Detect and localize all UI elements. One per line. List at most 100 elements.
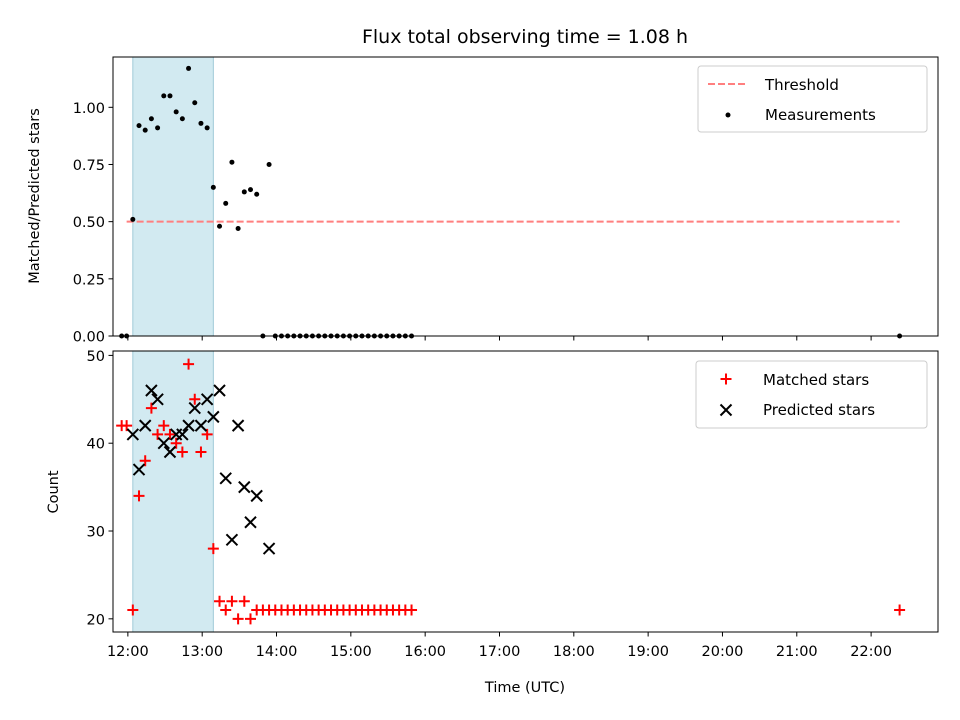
x-tick-label: 21:00 xyxy=(776,644,818,660)
x-tick-label: 22:00 xyxy=(850,644,892,660)
predicted-star-point xyxy=(231,419,245,432)
measurement-point xyxy=(136,123,142,129)
x-tick-label: 12:00 xyxy=(107,644,149,660)
x-tick-label: 18:00 xyxy=(553,644,595,660)
matched-star-point xyxy=(189,393,201,405)
measurement-point xyxy=(241,189,247,195)
threshold-legend-label: Threshold xyxy=(764,76,839,94)
matched-star-point xyxy=(232,613,244,625)
predicted-star-point xyxy=(194,419,208,432)
y-tick-label: 0.50 xyxy=(73,215,105,231)
matched-star-point xyxy=(183,358,195,370)
x-tick-label: 14:00 xyxy=(256,644,298,660)
matched-star-point xyxy=(145,402,157,414)
matched-star-point xyxy=(133,490,145,502)
measurement-point xyxy=(161,93,167,99)
y-tick-label: 40 xyxy=(87,437,105,453)
predicted-star-point xyxy=(262,542,276,555)
count-ticks: 20 30 40 50 12:00 13:00 14:00 15:00 16:00 17:00 18… xyxy=(87,349,892,660)
y-axis-label: Count xyxy=(46,470,62,513)
measurement-point xyxy=(130,216,136,222)
y-tick-label: 20 xyxy=(87,612,105,628)
measurement-point xyxy=(204,125,210,131)
predicted-star-point xyxy=(219,472,232,485)
measurement-point xyxy=(173,109,179,115)
measurement-point xyxy=(142,127,148,133)
matched-star-point xyxy=(207,543,219,555)
matched-star-point xyxy=(245,613,256,625)
chart-title: Flux total observing time = 1.08 h xyxy=(362,26,688,48)
matched-star-point xyxy=(158,420,170,432)
x-tick-label: 20:00 xyxy=(702,644,744,660)
predicted-star-point xyxy=(213,384,226,397)
measurement-point xyxy=(167,93,173,99)
shaded-span-fill xyxy=(132,57,214,336)
measurement-point xyxy=(179,116,185,122)
matched-star-point xyxy=(214,595,226,607)
legend-frame xyxy=(695,360,928,429)
matched-legend-swatch xyxy=(720,373,732,385)
measurement-point xyxy=(198,120,204,126)
count-legend: Matched stars Predicted stars xyxy=(695,360,928,429)
matched-star-point xyxy=(176,446,188,458)
matched-star-point xyxy=(152,428,164,440)
matched-star-point xyxy=(226,595,238,607)
observing-span-shade xyxy=(132,351,214,632)
measurement-point xyxy=(186,65,192,71)
predicted-star-point xyxy=(250,489,263,503)
shaded-span-fill xyxy=(132,351,214,632)
measurement-point xyxy=(266,161,272,167)
matched-star-point xyxy=(894,604,906,616)
predicted-star-point xyxy=(145,384,158,397)
predicted-star-point xyxy=(176,428,189,441)
ratio-panel: Flux total observing time = 1.08 h Match… xyxy=(27,26,939,346)
matched-star-point xyxy=(195,446,207,458)
measurement-point xyxy=(148,116,154,122)
measurement-point xyxy=(229,159,235,165)
observing-span-shade xyxy=(132,57,214,336)
predicted-star-point xyxy=(207,410,220,424)
matched-star-point xyxy=(406,604,418,616)
matched-legend-label: Matched stars xyxy=(763,371,869,389)
measurement-point xyxy=(254,191,260,197)
predicted-star-point xyxy=(157,436,170,450)
predicted-star-point xyxy=(225,533,239,547)
measurement-point xyxy=(210,184,216,190)
y-tick-label: 0.25 xyxy=(73,272,105,288)
count-marks xyxy=(116,358,906,625)
predicted-star-point xyxy=(126,428,140,441)
y-tick-label: 1.00 xyxy=(73,101,105,117)
measurement-point xyxy=(192,100,198,106)
predicted-legend-label: Predicted stars xyxy=(763,401,875,419)
legend-frame xyxy=(697,65,928,133)
matched-star-point xyxy=(201,428,213,440)
predicted-star-point xyxy=(132,463,146,476)
x-tick-label: 19:00 xyxy=(627,644,669,660)
count-panel-frame xyxy=(112,350,939,633)
matched-star-point xyxy=(238,595,250,607)
predicted-star-point xyxy=(200,393,214,406)
matched-star-point xyxy=(139,455,151,467)
predicted-star-point xyxy=(188,401,201,415)
predicted-star-point xyxy=(138,419,152,432)
y-tick-label: 0.75 xyxy=(73,158,105,174)
predicted-star-point xyxy=(163,445,177,459)
y-tick-label: 30 xyxy=(87,525,105,541)
matched-star-point xyxy=(164,428,176,440)
y-tick-label: 50 xyxy=(87,349,105,365)
measurement-point xyxy=(217,223,223,229)
y-axis-label: Matched/Predicted stars xyxy=(27,108,43,284)
measurements-legend-label: Measurements xyxy=(765,106,876,124)
ratio-marks xyxy=(119,65,903,339)
measurement-point xyxy=(235,226,241,232)
x-axis-label: Time (UTC) xyxy=(484,680,565,696)
matched-star-point xyxy=(170,437,182,449)
y-tick-label: 0.00 xyxy=(73,330,105,346)
matched-star-point xyxy=(220,604,232,616)
x-tick-label: 16:00 xyxy=(404,644,446,660)
measurements-legend-swatch xyxy=(725,112,731,118)
x-tick-label: 17:00 xyxy=(479,644,521,660)
predicted-star-point xyxy=(151,393,164,406)
predicted-star-point xyxy=(244,516,257,529)
